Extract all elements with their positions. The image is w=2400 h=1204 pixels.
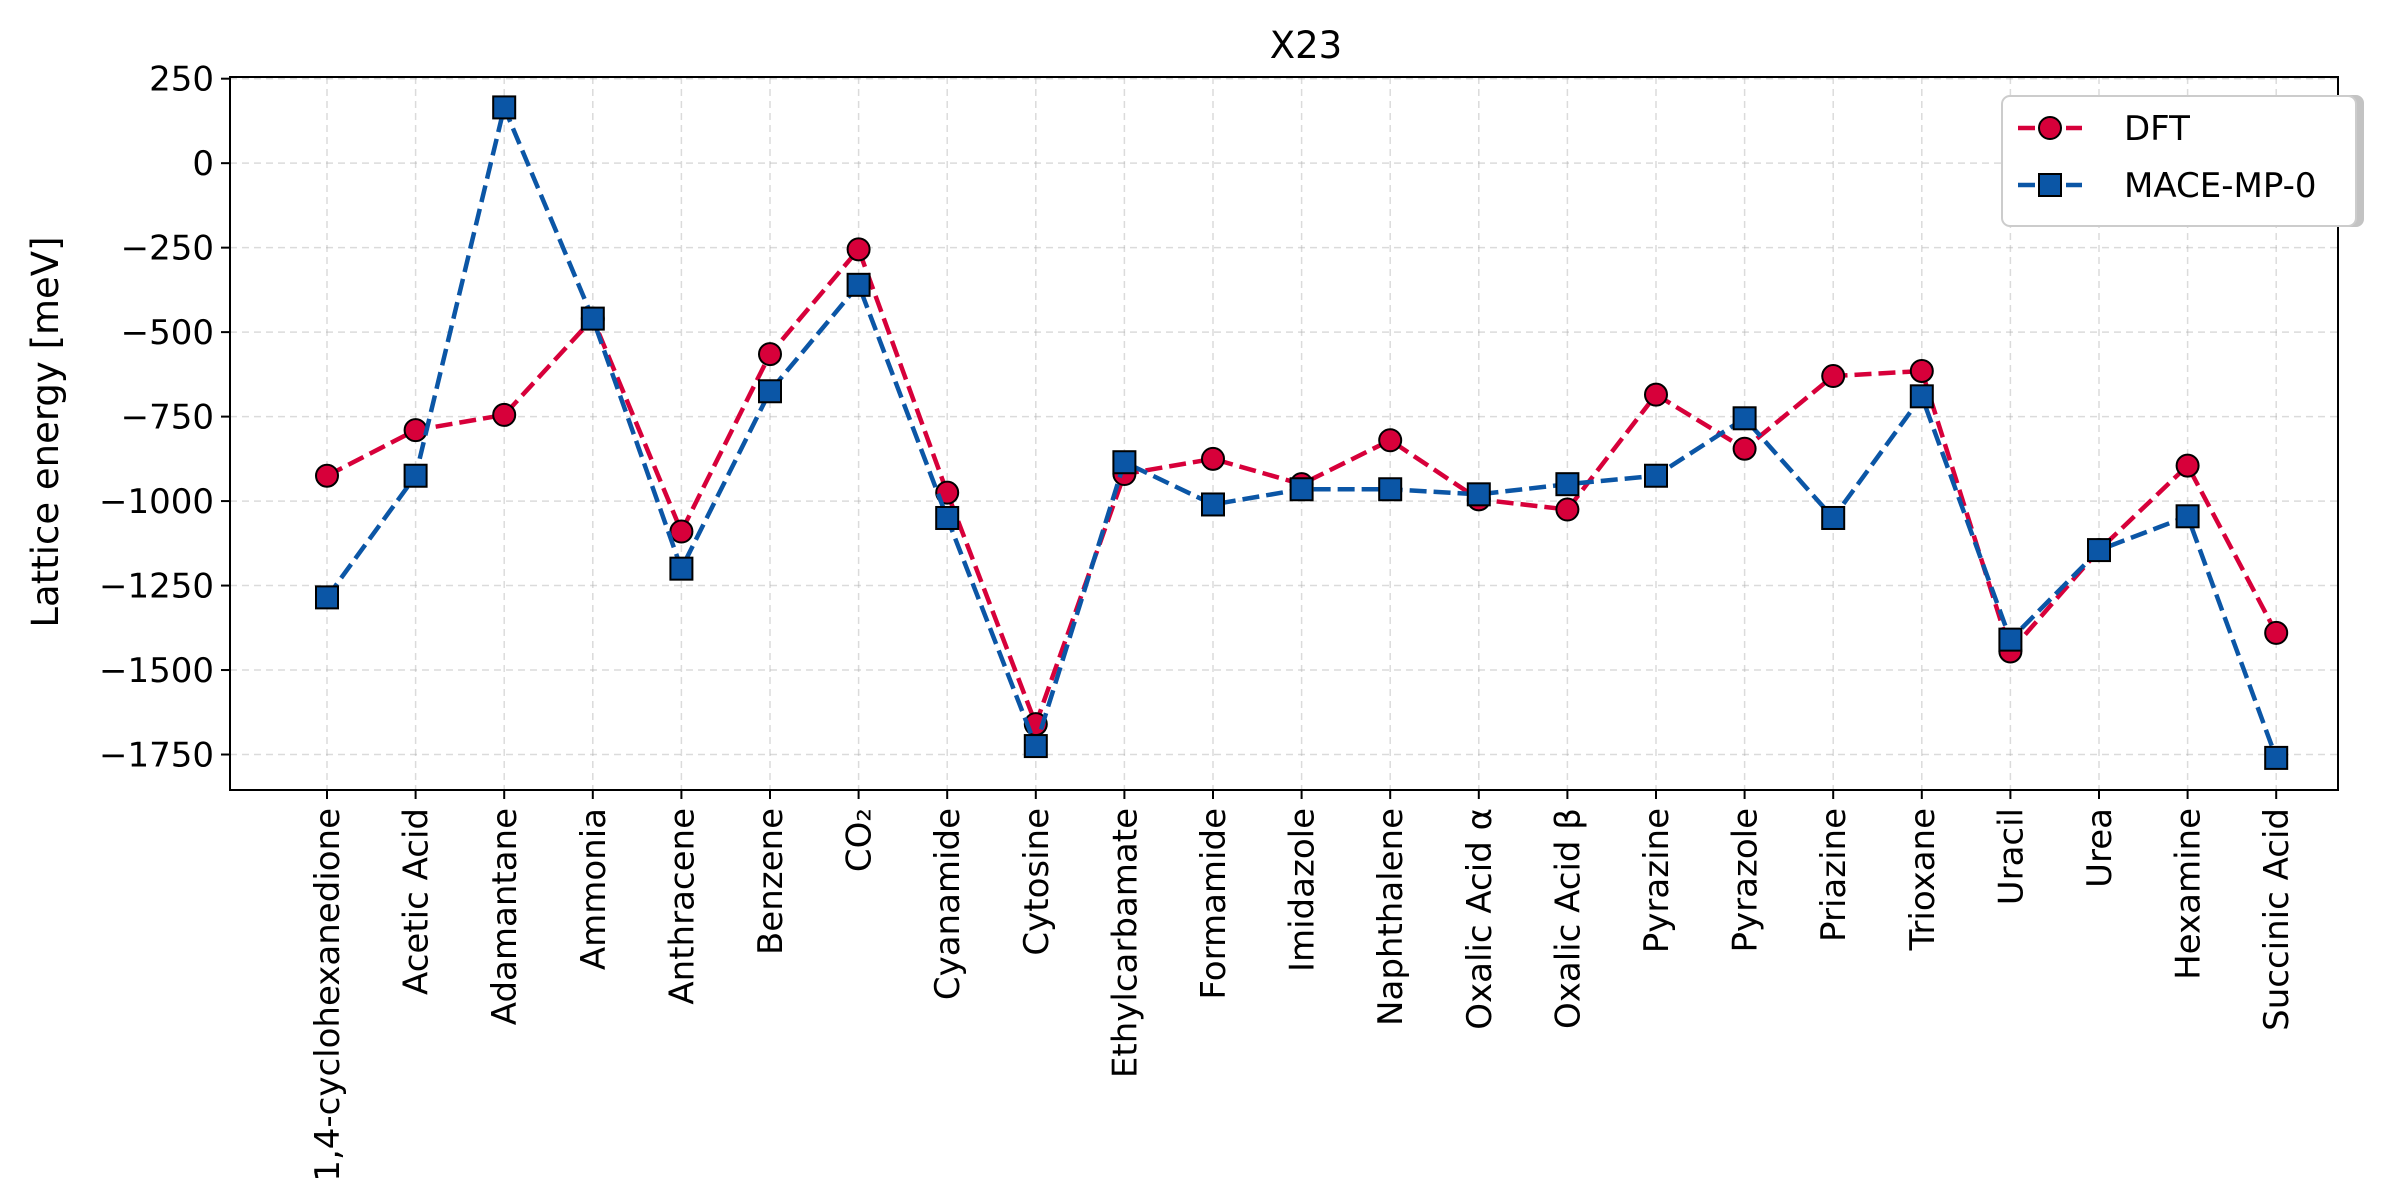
data-point <box>1909 384 1934 409</box>
x-tick-label: Hexamine <box>2169 808 2209 980</box>
data-point <box>2264 620 2289 645</box>
data-point <box>492 402 517 427</box>
data-point <box>758 342 782 367</box>
data-point <box>1201 446 1225 471</box>
data-point <box>669 519 694 544</box>
y-axis-title: Lattice energy [meV] <box>24 236 67 627</box>
data-point <box>315 463 339 488</box>
chart-title: X23 <box>1270 24 1342 67</box>
legend-box <box>2001 95 2357 227</box>
x-tick-label: 1,4-cyclohexanedione <box>308 808 348 1182</box>
legend-circle-marker <box>2038 116 2062 140</box>
series-mace-mp-0 <box>315 95 2289 770</box>
data-point <box>1644 382 1668 407</box>
y-tick-label: 250 <box>149 60 214 100</box>
data-point <box>1378 428 1403 453</box>
y-tick-label: −500 <box>121 313 214 353</box>
legend-square-marker <box>2038 173 2062 197</box>
x-tick-label: Ammonia <box>574 808 614 970</box>
data-point <box>2087 538 2111 563</box>
y-tick-label: −1500 <box>99 651 214 691</box>
data-point <box>846 237 871 262</box>
data-point <box>2175 453 2200 478</box>
y-tick-label: −750 <box>121 398 214 438</box>
data-point <box>1998 627 2023 652</box>
x-tick-label: Imidazole <box>1283 808 1323 972</box>
legend-item: MACE-MP-0 <box>2018 166 2316 206</box>
data-point <box>492 95 517 120</box>
x-tick-label: Adamantane <box>485 808 525 1025</box>
series-layer <box>315 95 2289 770</box>
x-tick-label: Pyrazole <box>1726 808 1766 952</box>
data-point <box>1289 477 1314 502</box>
data-point <box>1732 436 1757 461</box>
legend-items: DFT MACE-MP-0 <box>2018 109 2316 206</box>
data-point <box>935 505 960 530</box>
x-tick-label: Oxalic Acid β <box>1548 808 1588 1029</box>
x-tick-label: Anthracene <box>662 808 702 1005</box>
x-tick-label: Cytosine <box>1017 808 1057 956</box>
data-point <box>1023 734 1048 759</box>
x-tick-label: Uracil <box>1991 808 2031 905</box>
data-point <box>1732 406 1757 431</box>
data-point <box>1909 358 1934 383</box>
x-tick-label: Ethylcarbamate <box>1105 808 1145 1078</box>
data-point <box>1555 497 1580 522</box>
data-point <box>1201 492 1225 517</box>
y-tick-label: −250 <box>121 229 214 269</box>
data-point <box>1821 364 1846 389</box>
x-tick-label: Pyrazine <box>1637 808 1677 953</box>
data-point <box>315 585 339 610</box>
y-tick-label: −1750 <box>99 736 214 776</box>
x-tick-label: Urea <box>2080 808 2120 888</box>
legend-label: MACE-MP-0 <box>2124 166 2316 206</box>
data-point <box>580 306 605 331</box>
y-axis-ticks: 250 0 −250 −500 −750 −1000 −1250 −1500 −1750 <box>99 60 230 776</box>
legend-label: DFT <box>2124 109 2190 149</box>
data-point <box>2175 504 2200 529</box>
data-point <box>669 556 694 581</box>
data-point <box>758 379 782 404</box>
series-line <box>325 105 2279 759</box>
data-point <box>403 418 428 443</box>
data-point <box>1112 450 1137 475</box>
x-tick-label: Formamide <box>1194 808 1234 1000</box>
y-tick-label: 0 <box>192 144 214 184</box>
x-tick-label: CO₂ <box>840 808 880 872</box>
data-point <box>1644 463 1668 488</box>
data-point <box>1466 482 1491 507</box>
x-tick-label: Benzene <box>751 808 791 955</box>
x-tick-label: Trioxane <box>1903 808 1943 951</box>
plot-area-frame <box>229 76 2339 791</box>
x-axis-ticks: 1,4-cyclohexanedione Acetic Acid Adamantan… <box>308 790 2297 1182</box>
data-point <box>403 463 428 488</box>
data-point <box>1555 472 1580 497</box>
data-point <box>2264 745 2289 770</box>
x-tick-label: Naphthalene <box>1371 808 1411 1026</box>
x-tick-label: Acetic Acid <box>397 808 437 995</box>
x-tick-label: Cyanamide <box>928 808 968 1000</box>
y-tick-label: −1000 <box>99 482 214 522</box>
y-tick-label: −1250 <box>99 567 214 607</box>
data-point <box>1378 477 1403 502</box>
legend-item: DFT <box>2018 109 2190 149</box>
data-point <box>846 272 871 297</box>
x-tick-label: Succinic Acid <box>2257 808 2297 1031</box>
x-tick-label: Oxalic Acid α <box>1460 808 1500 1030</box>
legend: DFT MACE-MP-0 <box>2001 95 2364 227</box>
data-point <box>1821 505 1846 530</box>
x-tick-label: Priazine <box>1814 808 1854 942</box>
